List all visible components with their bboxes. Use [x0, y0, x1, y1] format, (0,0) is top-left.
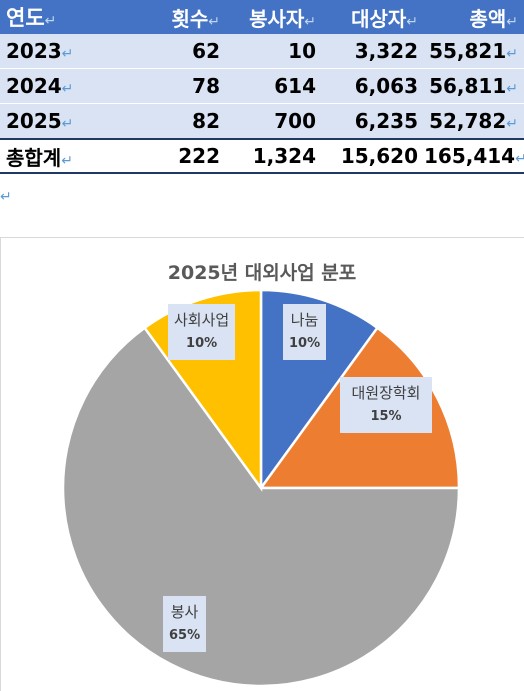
cell-total-amount: 165,414↵: [424, 138, 524, 174]
header-count: 횟수↵: [158, 0, 226, 34]
cell-total-volunteers: 1,324: [226, 138, 322, 174]
cell-year: 2025↵: [0, 103, 158, 140]
cell-amount: 52,782↵: [424, 103, 524, 140]
paragraph-mark: ↵: [0, 189, 12, 205]
cell-volunteers: 614: [226, 68, 322, 104]
cell-volunteers: 10: [226, 34, 322, 69]
chart-title: 2025년 대외사업 분포: [167, 262, 357, 284]
cell-amount: 56,811↵: [424, 68, 524, 104]
pie-label-scholarship: 대원장학회 15%: [340, 377, 432, 433]
table-header-row: 연도↵ 횟수↵ 봉사자↵ 대상자↵ 총액↵: [0, 0, 524, 34]
cell-total-label: 총합계↵: [0, 138, 158, 174]
cell-year: 2024↵: [0, 68, 158, 104]
pie-label-service: 봉사 65%: [163, 596, 207, 652]
header-year: 연도↵: [0, 0, 158, 34]
cell-count: 82: [158, 103, 226, 140]
table-row: 2024↵ 78 614 6,063 56,811↵: [0, 68, 524, 104]
cell-count: 78: [158, 68, 226, 104]
cell-recipients: 6,063: [322, 68, 424, 104]
cell-amount: 55,821↵: [424, 34, 524, 69]
header-recipients: 대상자↵: [322, 0, 424, 34]
table-total-row: 총합계↵ 222 1,324 15,620 165,414↵: [0, 138, 524, 174]
header-volunteers: 봉사자↵: [226, 0, 322, 34]
pie-label-social: 사회사업 10%: [168, 304, 236, 360]
table-row: 2023↵ 62 10 3,322 55,821↵: [0, 34, 524, 69]
cell-count: 62: [158, 34, 226, 69]
header-amount: 총액↵: [424, 0, 524, 34]
pie-slice-service: [61, 326, 461, 688]
cell-recipients: 6,235: [322, 103, 424, 140]
cell-recipients: 3,322: [322, 34, 424, 69]
cell-total-count: 222: [158, 138, 226, 174]
cell-year: 2023↵: [0, 34, 158, 69]
summary-table: 연도↵ 횟수↵ 봉사자↵ 대상자↵ 총액↵ 2023↵ 62 10 3,322 …: [0, 0, 524, 174]
pie-label-nanum: 나눔 10%: [283, 304, 327, 360]
cell-total-recipients: 15,620: [322, 138, 424, 174]
